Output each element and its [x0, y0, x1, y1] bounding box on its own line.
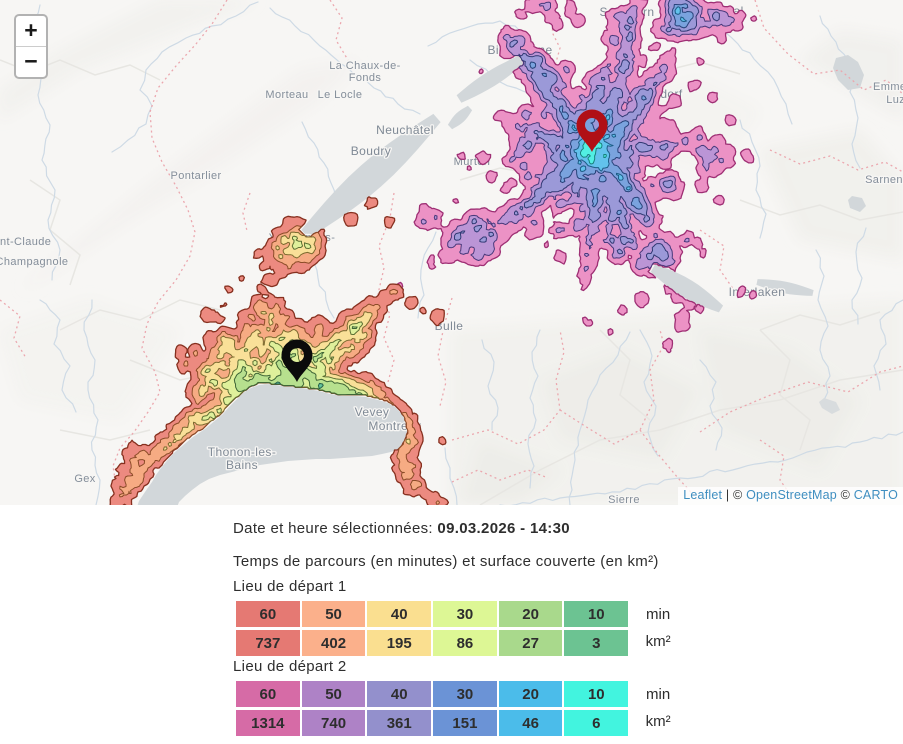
svg-text:Emmen: Emmen	[873, 81, 903, 93]
svg-text:Gex: Gex	[74, 473, 95, 485]
svg-text:La Chaux-de-: La Chaux-de-	[329, 60, 400, 72]
svg-text:Luzer: Luzer	[886, 94, 903, 106]
svg-text:Morteau: Morteau	[265, 89, 308, 101]
svg-text:nt-Claude: nt-Claude	[0, 236, 51, 248]
svg-text:Le Locle: Le Locle	[318, 89, 363, 101]
svg-text:Thonon-les-: Thonon-les-	[208, 445, 276, 459]
svg-text:Champagnole: Champagnole	[0, 256, 68, 268]
svg-text:Sarnen: Sarnen	[865, 174, 903, 186]
svg-text:Boudry: Boudry	[351, 144, 391, 158]
svg-text:Fonds: Fonds	[349, 72, 382, 84]
svg-text:Sierre: Sierre	[608, 494, 640, 505]
svg-text:Bains: Bains	[226, 458, 258, 472]
svg-text:Pontarlier: Pontarlier	[170, 170, 221, 182]
svg-text:Vevey: Vevey	[355, 405, 390, 419]
svg-text:Neuchâtel: Neuchâtel	[376, 123, 434, 137]
